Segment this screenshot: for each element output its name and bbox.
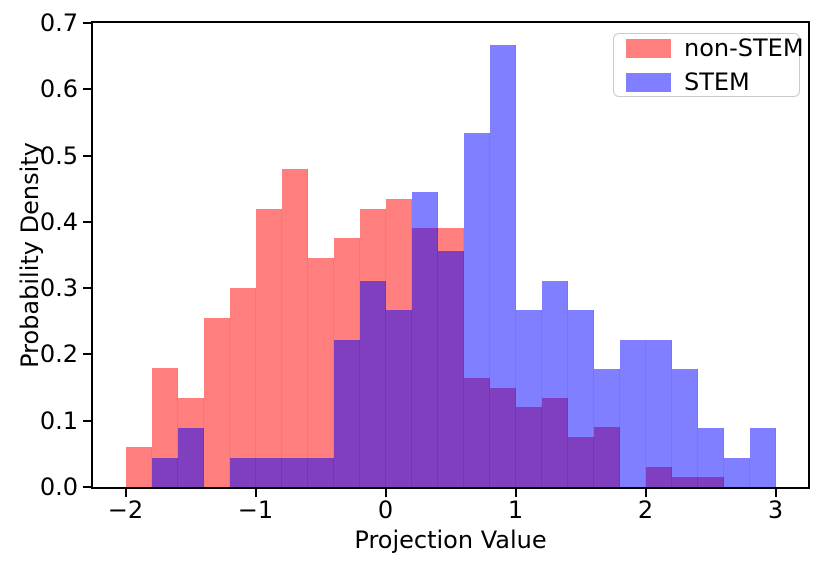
x-tick-1 bbox=[514, 489, 517, 497]
y-tick-label-0.6: 0.6 bbox=[39, 75, 78, 104]
y-tick-0.7 bbox=[83, 22, 91, 24]
legend-entry-stem: STEM bbox=[626, 70, 787, 94]
hist-bar-stem-16 bbox=[541, 280, 568, 487]
y-axis-label: Probability Density bbox=[16, 142, 44, 368]
hist-bar-non-stem-7 bbox=[307, 258, 334, 487]
x-tick-−2 bbox=[124, 489, 127, 497]
x-axis-label: Projection Value bbox=[354, 526, 547, 554]
y-tick-0.5 bbox=[83, 154, 91, 157]
hist-bar-stem-10 bbox=[385, 310, 412, 487]
x-tick-label-2: 2 bbox=[637, 496, 654, 524]
hist-bar-stem-20 bbox=[645, 339, 672, 487]
series-stem bbox=[93, 23, 808, 487]
x-tick-2 bbox=[644, 489, 647, 497]
y-tick-0.4 bbox=[83, 220, 91, 223]
hist-bar-stem-12 bbox=[437, 251, 464, 487]
hist-bar-stem-22 bbox=[697, 428, 724, 487]
x-tick-−1 bbox=[254, 489, 257, 497]
hist-bar-stem-4 bbox=[229, 457, 256, 487]
hist-bar-stem-1 bbox=[151, 457, 178, 487]
stem-swatch-icon bbox=[626, 72, 671, 92]
y-tick-0.0 bbox=[83, 486, 91, 488]
hist-bar-stem-9 bbox=[359, 280, 386, 487]
legend: non-STEM STEM bbox=[613, 33, 804, 97]
x-tick-label-1: 1 bbox=[507, 496, 524, 524]
hist-bar-stem-18 bbox=[593, 369, 620, 487]
hist-bar-non-stem-5 bbox=[255, 208, 282, 487]
x-tick-3 bbox=[774, 489, 777, 497]
x-tick-label-3: 3 bbox=[767, 496, 784, 524]
y-tick-label-0.0: 0.0 bbox=[39, 473, 78, 501]
legend-entry-non-stem: non-STEM bbox=[626, 36, 804, 60]
y-tick-0.2 bbox=[83, 353, 91, 356]
hist-bar-stem-19 bbox=[619, 339, 646, 487]
plot-area bbox=[93, 23, 808, 487]
x-tick-0 bbox=[384, 489, 387, 497]
non-stem-swatch-icon bbox=[626, 38, 671, 58]
hist-bar-stem-15 bbox=[515, 310, 542, 487]
hist-bar-non-stem-6 bbox=[281, 168, 308, 487]
hist-bar-stem-14 bbox=[489, 44, 516, 487]
legend-label-non-stem: non-STEM bbox=[684, 34, 804, 62]
hist-bar-non-stem-4 bbox=[229, 288, 256, 487]
y-tick-label-0.5: 0.5 bbox=[39, 141, 78, 170]
hist-bar-non-stem-3 bbox=[203, 317, 230, 487]
hist-bar-stem-13 bbox=[463, 133, 490, 487]
x-tick-label-−2: −2 bbox=[107, 496, 144, 524]
hist-bar-stem-17 bbox=[567, 310, 594, 487]
hist-bar-stem-21 bbox=[671, 369, 698, 487]
x-tick-label-0: 0 bbox=[377, 496, 394, 524]
hist-bar-stem-23 bbox=[723, 457, 750, 487]
hist-bar-stem-5 bbox=[255, 457, 282, 487]
hist-bar-non-stem-0 bbox=[125, 447, 152, 487]
hist-bar-stem-7 bbox=[307, 457, 334, 487]
y-tick-label-0.1: 0.1 bbox=[39, 406, 78, 435]
hist-bar-stem-11 bbox=[411, 192, 438, 487]
x-tick-label-−1: −1 bbox=[237, 496, 274, 524]
legend-label-stem: STEM bbox=[684, 68, 750, 96]
y-tick-0.3 bbox=[83, 287, 91, 290]
y-tick-0.1 bbox=[83, 419, 91, 422]
y-tick-label-0.2: 0.2 bbox=[39, 340, 78, 369]
y-tick-label-0.4: 0.4 bbox=[39, 207, 78, 236]
hist-bar-stem-2 bbox=[177, 428, 204, 487]
hist-bar-stem-24 bbox=[749, 428, 776, 487]
hist-bar-stem-6 bbox=[281, 457, 308, 487]
y-tick-0.6 bbox=[83, 88, 91, 91]
y-tick-label-0.3: 0.3 bbox=[39, 274, 78, 303]
y-tick-label-0.7: 0.7 bbox=[39, 9, 78, 37]
hist-bar-stem-8 bbox=[333, 339, 360, 487]
